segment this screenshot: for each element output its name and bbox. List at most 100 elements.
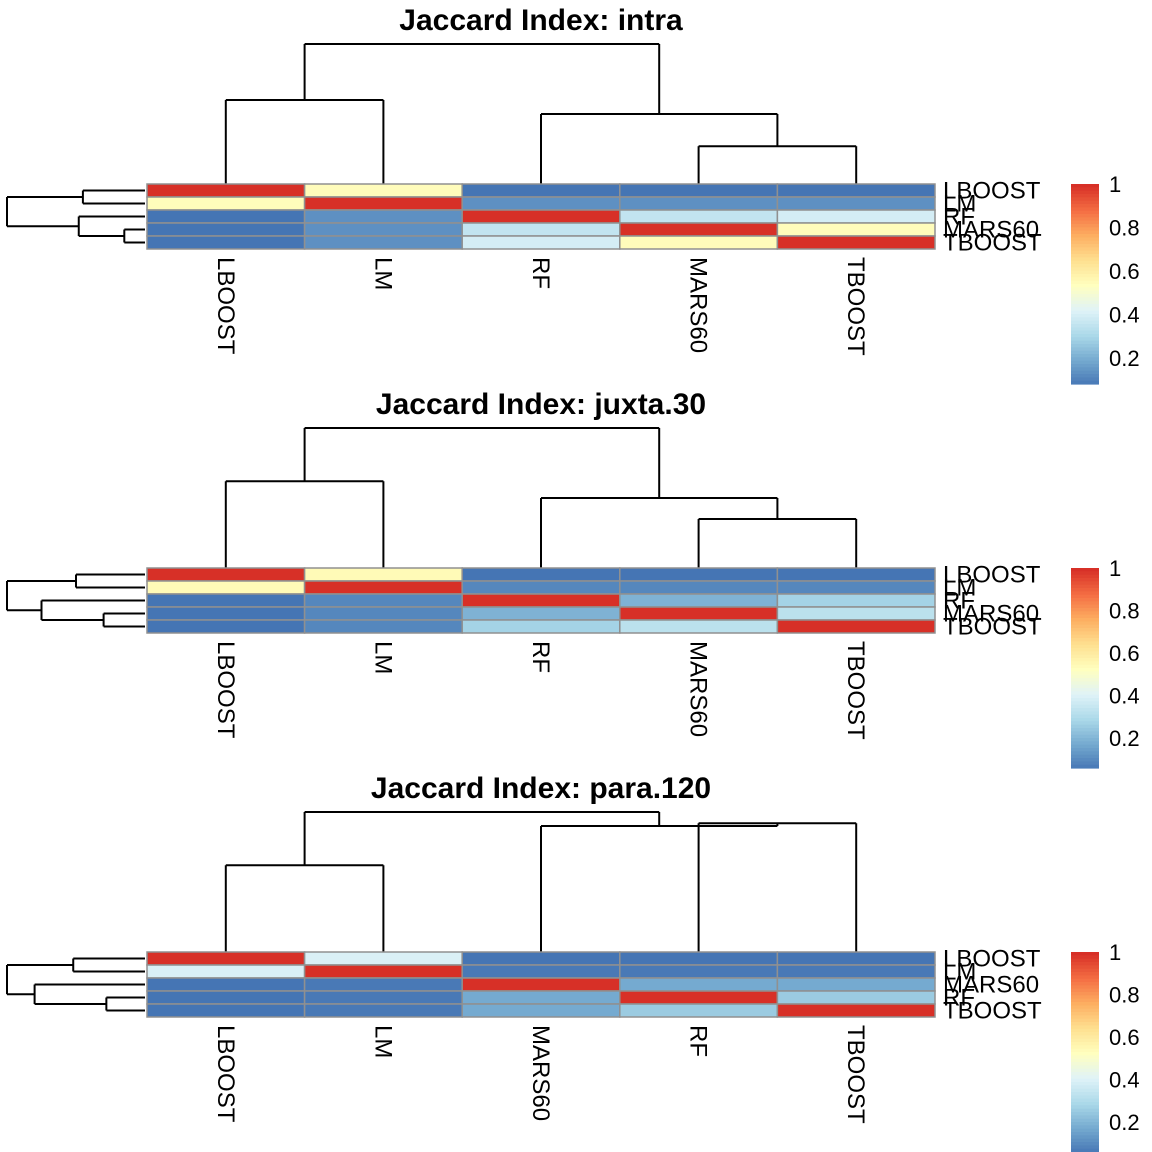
heatmap-cell — [303, 580, 463, 595]
legend-swatch — [1071, 598, 1099, 602]
heatmap-cell — [146, 619, 306, 634]
legend-swatch — [1071, 985, 1099, 990]
legend-swatch — [1071, 734, 1099, 739]
heatmap-cell — [776, 209, 936, 224]
legend-swatch — [1071, 1065, 1099, 1070]
row-label: MARS60 — [943, 217, 1039, 244]
legend-swatch — [1071, 758, 1099, 762]
legend-swatch — [1071, 324, 1099, 328]
legend-swatch — [1071, 664, 1099, 669]
row-label: MARS60 — [943, 601, 1039, 628]
legend-swatch — [1071, 965, 1099, 970]
heatmap-cells — [146, 183, 936, 250]
legend-swatch — [1071, 374, 1099, 378]
legend-swatch — [1071, 744, 1099, 749]
panel-title: Jaccard Index: intra — [399, 4, 683, 37]
heatmap-cell — [776, 567, 936, 582]
legend-swatch — [1071, 234, 1099, 238]
row-label: RF — [943, 588, 975, 615]
heatmap-cell — [619, 183, 779, 198]
heatmap-cell — [146, 196, 306, 211]
legend-swatch — [1071, 277, 1099, 282]
legend-swatch — [1071, 992, 1099, 996]
legend-swatch — [1071, 978, 1099, 983]
legend-swatch — [1071, 604, 1099, 609]
column-label: LM — [369, 257, 396, 290]
legend-swatch — [1071, 995, 1099, 1000]
legend-swatch — [1071, 1045, 1099, 1050]
column-label: TBOOST — [842, 1025, 869, 1124]
legend-swatch — [1071, 210, 1099, 215]
heatmap-cell — [776, 222, 936, 237]
legend-swatch — [1071, 350, 1099, 355]
legend-swatch — [1071, 728, 1099, 732]
legend-swatch — [1071, 244, 1099, 248]
legend-tick-label: 0.2 — [1109, 726, 1140, 751]
legend-swatch — [1071, 1108, 1099, 1113]
legend-swatch — [1071, 1138, 1099, 1143]
legend-swatch — [1071, 380, 1099, 385]
heatmap-cell — [303, 977, 463, 992]
heatmap-cell — [776, 964, 936, 979]
legend-swatch — [1071, 1118, 1099, 1123]
heatmap-cell — [303, 964, 463, 979]
column-label: RF — [685, 1025, 712, 1057]
legend-tick-label: 0.8 — [1109, 983, 1140, 1008]
legend-swatch — [1071, 584, 1099, 589]
legend-tick-label: 0.8 — [1109, 215, 1140, 240]
legend-swatch — [1071, 671, 1099, 676]
heatmap-cell — [303, 951, 463, 966]
heatmap-cell — [619, 567, 779, 582]
heatmap-cell — [619, 951, 779, 966]
legend-swatch — [1071, 1052, 1099, 1056]
row-label: LBOOST — [943, 178, 1041, 205]
heatmap-cell — [619, 990, 779, 1005]
heatmap-cell — [303, 196, 463, 211]
heatmap-cell — [146, 235, 306, 250]
legend-swatch — [1071, 962, 1099, 966]
heatmap-cell — [619, 209, 779, 224]
legend-swatch — [1071, 674, 1099, 679]
legend-swatch — [1071, 1095, 1099, 1100]
legend-swatch — [1071, 631, 1099, 636]
legend-swatch — [1071, 364, 1099, 368]
legend-swatch — [1071, 1115, 1099, 1120]
heatmap-cell — [303, 1003, 463, 1018]
legend-swatch — [1071, 347, 1099, 352]
legend-swatch — [1071, 184, 1099, 188]
row-label: TBOOST — [943, 998, 1042, 1025]
legend-tick-label: 0.8 — [1109, 599, 1140, 624]
legend-swatch — [1071, 741, 1099, 746]
legend-swatch — [1071, 1135, 1099, 1140]
legend-swatch — [1071, 1008, 1099, 1013]
legend-swatch — [1071, 247, 1099, 252]
legend-swatch — [1071, 1032, 1099, 1036]
legend-swatch — [1071, 334, 1099, 338]
legend-swatch — [1071, 360, 1099, 365]
legend-swatch — [1071, 367, 1099, 372]
legend-swatch — [1071, 200, 1099, 205]
legend-swatch — [1071, 1005, 1099, 1010]
legend-swatch — [1071, 764, 1099, 769]
legend-tick-label: 0.6 — [1109, 641, 1140, 666]
heatmap-cell — [776, 1003, 936, 1018]
legend-tick-label: 0.6 — [1109, 1025, 1140, 1050]
color-legend: 0.2 0.4 0.6 0.8 1 — [1071, 940, 1140, 1152]
legend-swatch — [1071, 998, 1099, 1003]
row-label: RF — [943, 204, 975, 231]
legend-swatch — [1071, 224, 1099, 228]
heatmap-cell — [619, 222, 779, 237]
legend-swatch — [1071, 568, 1099, 572]
legend-swatch — [1071, 237, 1099, 242]
heatmap-cell — [776, 606, 936, 621]
legend-swatch — [1071, 691, 1099, 696]
row-label: LBOOST — [943, 946, 1041, 973]
legend-swatch — [1071, 294, 1099, 298]
legend-swatch — [1071, 571, 1099, 576]
heatmap-cell — [146, 1003, 306, 1018]
heatmap-cell — [461, 580, 621, 595]
legend-swatch — [1071, 370, 1099, 375]
row-label: TBOOST — [943, 230, 1042, 257]
legend-swatch — [1071, 1105, 1099, 1110]
legend-swatch — [1071, 1082, 1099, 1086]
